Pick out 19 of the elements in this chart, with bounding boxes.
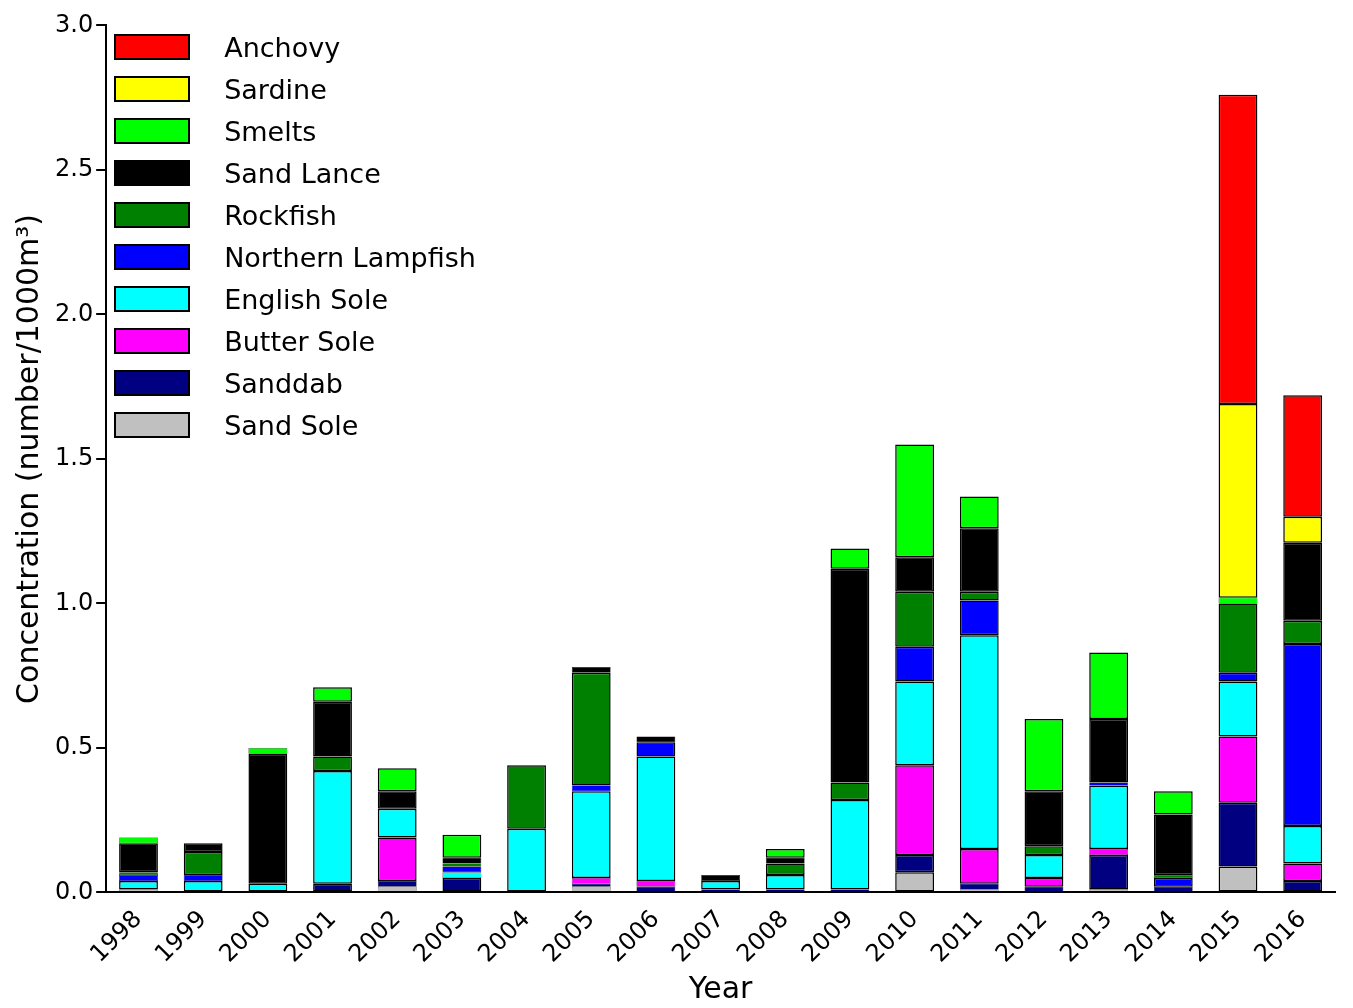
- legend-label: Butter Sole: [224, 325, 376, 357]
- y-tick-label: 2.0: [55, 298, 94, 327]
- y-axis-title: Concentration (number/1000m³): [9, 213, 45, 704]
- y-tick-label: 0.0: [55, 876, 94, 905]
- legend-label: Smelts: [224, 115, 317, 147]
- legend-label: Northern Lampfish: [224, 241, 476, 273]
- x-axis-title: Year: [687, 969, 754, 1005]
- legend-label: Sardine: [224, 73, 327, 105]
- legend-label: Anchovy: [224, 31, 341, 63]
- legend-label: Sand Sole: [224, 409, 359, 441]
- y-tick-label: 0.5: [55, 732, 94, 761]
- legend-label: Rockfish: [224, 199, 337, 231]
- y-tick-label: 1.5: [55, 443, 94, 472]
- y-tick-label: 2.5: [55, 154, 94, 183]
- y-tick-label: 1.0: [55, 587, 94, 616]
- y-tick-label: 3.0: [55, 9, 94, 38]
- legend-label: Sand Lance: [224, 157, 381, 189]
- legend-label: English Sole: [224, 283, 389, 315]
- legend-label: Sanddab: [224, 367, 343, 399]
